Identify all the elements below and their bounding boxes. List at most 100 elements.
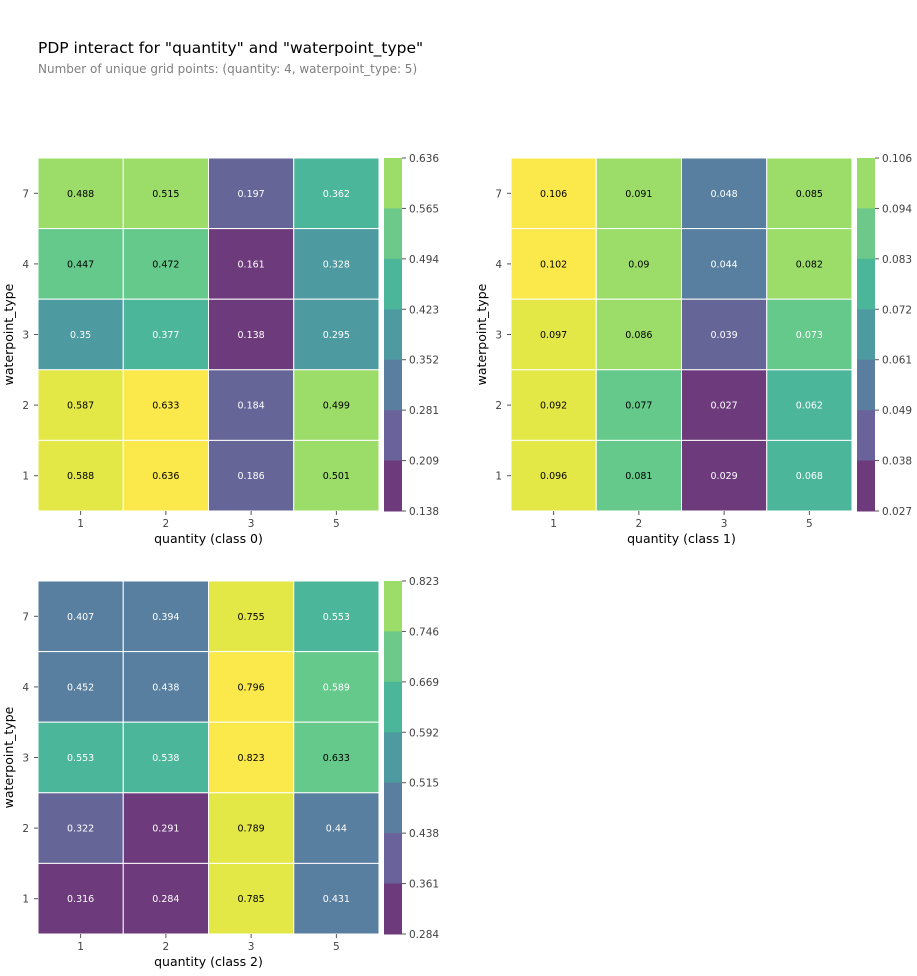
y-tick-label: 1 — [495, 471, 502, 483]
colorbar-band — [384, 258, 402, 310]
cell-value-label: 0.062 — [796, 401, 823, 412]
x-tick-label: 1 — [550, 518, 557, 530]
cell-value-label: 0.589 — [323, 682, 350, 693]
heatmap-cell — [122, 369, 209, 441]
cell-value-label: 0.499 — [323, 401, 350, 412]
colorbar-tick-label: 0.049 — [882, 405, 912, 417]
cell-value-label: 0.553 — [67, 753, 94, 764]
heatmap-cell — [595, 369, 682, 441]
x-tick-label: 1 — [77, 518, 84, 530]
cell-value-label: 0.789 — [238, 824, 265, 835]
heatmap-cell — [122, 580, 209, 653]
x-axis-label: quantity (class 1) — [627, 531, 736, 546]
cell-value-label: 0.823 — [238, 753, 265, 764]
y-tick-label: 4 — [495, 259, 502, 271]
heatmap-cell — [37, 792, 124, 864]
colorbar-band — [384, 410, 402, 462]
heatmap-cell — [293, 580, 380, 653]
heatmap-cell — [293, 721, 380, 794]
colorbar-band — [857, 258, 875, 310]
colorbar-tick-label: 0.061 — [882, 355, 912, 367]
heatmap-cell — [208, 792, 295, 864]
colorbar-band — [384, 581, 402, 632]
colorbar-tick-label: 0.823 — [409, 576, 439, 588]
cell-value-label: 0.077 — [625, 401, 652, 412]
cell-value-label: 0.452 — [67, 682, 94, 693]
colorbar-band — [384, 681, 402, 733]
heatmap-cell — [766, 369, 853, 441]
colorbar-tick-label: 0.515 — [409, 778, 439, 790]
heatmap-cell — [681, 439, 768, 512]
cell-value-label: 0.027 — [711, 401, 738, 412]
cell-value-label: 0.472 — [152, 259, 179, 270]
colorbar-tick-label: 0.746 — [409, 626, 439, 638]
heatmap-panel-1: 0.106 0.091 0.048 0.085 0.102 0.09 0.044 0.082 0… — [474, 153, 912, 546]
cell-value-label: 0.197 — [238, 189, 265, 200]
cell-value-label: 0.501 — [323, 471, 350, 482]
cell-value-label: 0.785 — [238, 894, 265, 905]
cell-value-label: 0.081 — [625, 471, 652, 482]
cell-value-label: 0.039 — [711, 330, 738, 341]
heatmap-cell — [766, 298, 853, 371]
heatmap-cell — [208, 651, 295, 723]
x-tick-label: 2 — [163, 941, 170, 953]
colorbar-band — [384, 732, 402, 784]
cell-value-label: 0.438 — [152, 682, 179, 693]
y-tick-label: 2 — [495, 400, 502, 412]
cell-value-label: 0.082 — [796, 259, 823, 270]
heatmap-cell — [37, 228, 124, 300]
y-tick-label: 2 — [22, 823, 29, 835]
heatmap-cell — [595, 157, 682, 230]
colorbar-band — [384, 631, 402, 683]
y-tick-label: 4 — [22, 682, 29, 694]
y-tick-label: 2 — [22, 400, 29, 412]
x-tick-label: 2 — [636, 518, 643, 530]
cell-value-label: 0.553 — [323, 612, 350, 623]
heatmap-cell — [208, 721, 295, 794]
heatmap-cell — [208, 580, 295, 653]
heatmap-cell — [122, 651, 209, 723]
heatmap-cell — [293, 298, 380, 371]
cell-value-label: 0.316 — [67, 894, 94, 905]
heatmap-cell — [37, 298, 124, 371]
heatmap-cell — [293, 439, 380, 512]
cell-value-label: 0.322 — [67, 824, 94, 835]
colorbar-tick-label: 0.565 — [409, 203, 439, 215]
cell-value-label: 0.029 — [711, 471, 738, 482]
colorbar-band — [384, 208, 402, 260]
cell-value-label: 0.328 — [323, 259, 350, 270]
colorbar-band — [857, 359, 875, 411]
colorbar-tick-label: 0.138 — [409, 506, 439, 518]
heatmap-cell — [681, 369, 768, 441]
colorbar-tick-label: 0.494 — [409, 254, 439, 266]
heatmap-cell — [766, 157, 853, 230]
colorbar-band — [857, 309, 875, 361]
y-tick-label: 7 — [22, 611, 29, 623]
colorbar-tick-label: 0.352 — [409, 355, 439, 367]
cell-value-label: 0.633 — [323, 753, 350, 764]
colorbar-tick-label: 0.027 — [882, 506, 912, 518]
cell-value-label: 0.096 — [540, 471, 567, 482]
heatmap-cell — [293, 651, 380, 723]
y-tick-label: 3 — [495, 330, 502, 342]
x-tick-label: 3 — [248, 518, 255, 530]
colorbar-band — [857, 410, 875, 462]
colorbar-tick-label: 0.209 — [409, 456, 439, 468]
heatmap-cell — [208, 157, 295, 230]
heatmap-cell — [122, 228, 209, 300]
heatmap-cell — [37, 862, 124, 935]
heatmap-cell — [208, 298, 295, 371]
figure-subtitle: Number of unique grid points: (quantity:… — [38, 62, 418, 76]
colorbar-band — [384, 883, 402, 935]
cell-value-label: 0.186 — [238, 471, 265, 482]
colorbar-tick-label: 0.281 — [409, 405, 439, 417]
cell-value-label: 0.291 — [152, 824, 179, 835]
colorbar-tick-label: 0.284 — [409, 929, 439, 941]
cell-value-label: 0.048 — [711, 189, 738, 200]
cell-value-label: 0.431 — [323, 894, 350, 905]
heatmap-cell — [766, 228, 853, 300]
heatmap-cell — [122, 792, 209, 864]
cell-value-label: 0.295 — [323, 330, 350, 341]
y-axis-label: waterpoint_type — [1, 706, 16, 808]
